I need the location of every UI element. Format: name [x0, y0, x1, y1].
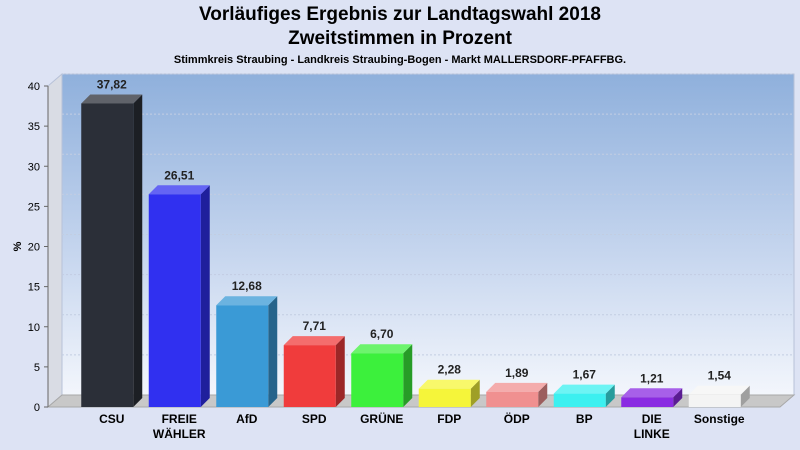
bar-side — [403, 344, 413, 407]
bar-2 — [216, 296, 278, 407]
plot-side-wall — [47, 72, 63, 409]
category-label: GRÜNE — [360, 411, 403, 426]
bar-front — [553, 393, 606, 407]
bar-front — [148, 194, 201, 407]
value-label: 2,28 — [438, 363, 462, 377]
value-label: 1,89 — [505, 366, 529, 380]
y-tick-label: 20 — [28, 242, 40, 254]
bar-top — [148, 185, 210, 195]
bar-1 — [148, 185, 210, 407]
bar-side — [740, 385, 750, 407]
y-tick-label: 35 — [28, 121, 40, 133]
y-tick-label: 25 — [28, 201, 40, 213]
chart-region-label: Stimmkreis Straubing - Landkreis Straubi… — [173, 54, 627, 66]
category-label: BP — [576, 412, 593, 426]
bar-4 — [351, 344, 413, 407]
bar-top — [418, 379, 480, 389]
bar-side — [268, 296, 278, 407]
category-label: FDP — [437, 412, 461, 426]
y-tick-label: 15 — [28, 282, 40, 294]
bar-8 — [621, 388, 683, 407]
bar-top — [553, 384, 615, 394]
bar-front — [688, 394, 741, 407]
value-label: 37,82 — [97, 77, 127, 91]
y-tick-label: 10 — [28, 322, 40, 334]
bar-3 — [283, 336, 345, 407]
y-tick-label: 5 — [34, 362, 40, 374]
bar-5 — [418, 379, 480, 407]
bar-side — [133, 94, 143, 407]
bar-side — [538, 382, 548, 407]
value-label: 1,67 — [573, 368, 597, 382]
bar-front — [621, 397, 674, 407]
value-label: 12,68 — [232, 279, 262, 293]
value-label: 1,21 — [640, 371, 664, 385]
value-label: 7,71 — [303, 319, 327, 333]
y-tick-label: 30 — [28, 161, 40, 173]
bar-side — [605, 384, 615, 407]
chart-title: Vorläufiges Ergebnis zur Landtagswahl 20… — [199, 4, 601, 25]
bar-7 — [553, 384, 615, 407]
bar-front — [216, 305, 269, 407]
bar-top — [216, 296, 278, 306]
bar-side — [335, 336, 345, 407]
bar-side — [470, 379, 480, 407]
value-label: 1,54 — [708, 369, 732, 383]
category-label: AfD — [236, 412, 258, 426]
bar-9 — [688, 385, 750, 407]
value-label: 26,51 — [164, 168, 194, 182]
bar-side — [200, 185, 210, 407]
chart-subtitle: Zweitstimmen in Prozent — [288, 28, 512, 49]
y-tick-label: 0 — [34, 402, 40, 414]
bar-side — [673, 388, 683, 407]
category-label: DIE LINKE — [634, 412, 670, 441]
bar-front — [81, 103, 134, 407]
y-axis-label: % — [12, 241, 24, 251]
y-tick-label: 40 — [28, 81, 40, 93]
bar-top — [621, 388, 683, 398]
category-label: FREIE WÄHLER — [153, 412, 206, 441]
bar-top — [283, 336, 345, 346]
bar-front — [418, 388, 471, 407]
bar-0 — [81, 94, 143, 407]
bar-top — [81, 94, 143, 104]
bar-front — [486, 391, 539, 407]
bar-front — [283, 345, 336, 407]
category-label: CSU — [99, 412, 124, 426]
value-label: 6,70 — [370, 327, 394, 341]
category-label: ÖDP — [504, 411, 530, 426]
bar-top — [688, 385, 750, 395]
category-label: Sonstige — [694, 412, 745, 426]
bar-6 — [486, 382, 548, 407]
bar-top — [351, 344, 413, 354]
bar-front — [351, 353, 404, 407]
category-label: SPD — [302, 412, 327, 426]
bar-top — [486, 382, 548, 392]
